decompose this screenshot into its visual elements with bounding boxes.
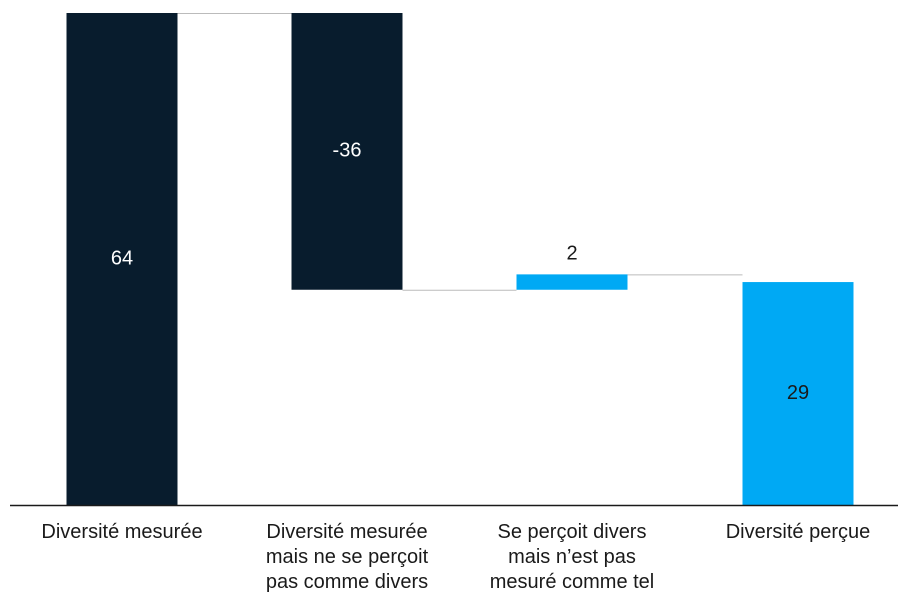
bar-1 — [66, 13, 178, 505]
value-label-3: 2 — [566, 243, 577, 265]
category-label-line: mesuré comme tel — [489, 571, 655, 593]
bar-3 — [516, 274, 628, 290]
category-label-2: Diversité mesurée mais ne se perçoit pas c… — [237, 520, 457, 595]
value-label-2: -36 — [333, 140, 362, 162]
category-label-1: Diversité mesurée — [12, 520, 232, 545]
bar-2 — [291, 13, 403, 290]
category-label-line: Se perçoit divers — [497, 521, 647, 543]
category-label-line: mais n’est pas — [508, 546, 636, 568]
category-label-line: Diversité mesurée — [266, 521, 428, 543]
category-label-line: Diversité mesurée — [41, 521, 203, 543]
category-label-line: pas comme divers — [265, 571, 429, 593]
category-label-4: Diversité perçue — [688, 520, 898, 545]
value-label-1: 64 — [111, 247, 133, 269]
category-label-line: Diversité perçue — [725, 521, 871, 543]
bar-4 — [742, 282, 854, 505]
value-label-4: 29 — [787, 382, 809, 404]
category-label-3: Se perçoit divers mais n’est pas mesuré co… — [462, 520, 682, 595]
category-label-line: mais ne se perçoit — [265, 546, 429, 568]
